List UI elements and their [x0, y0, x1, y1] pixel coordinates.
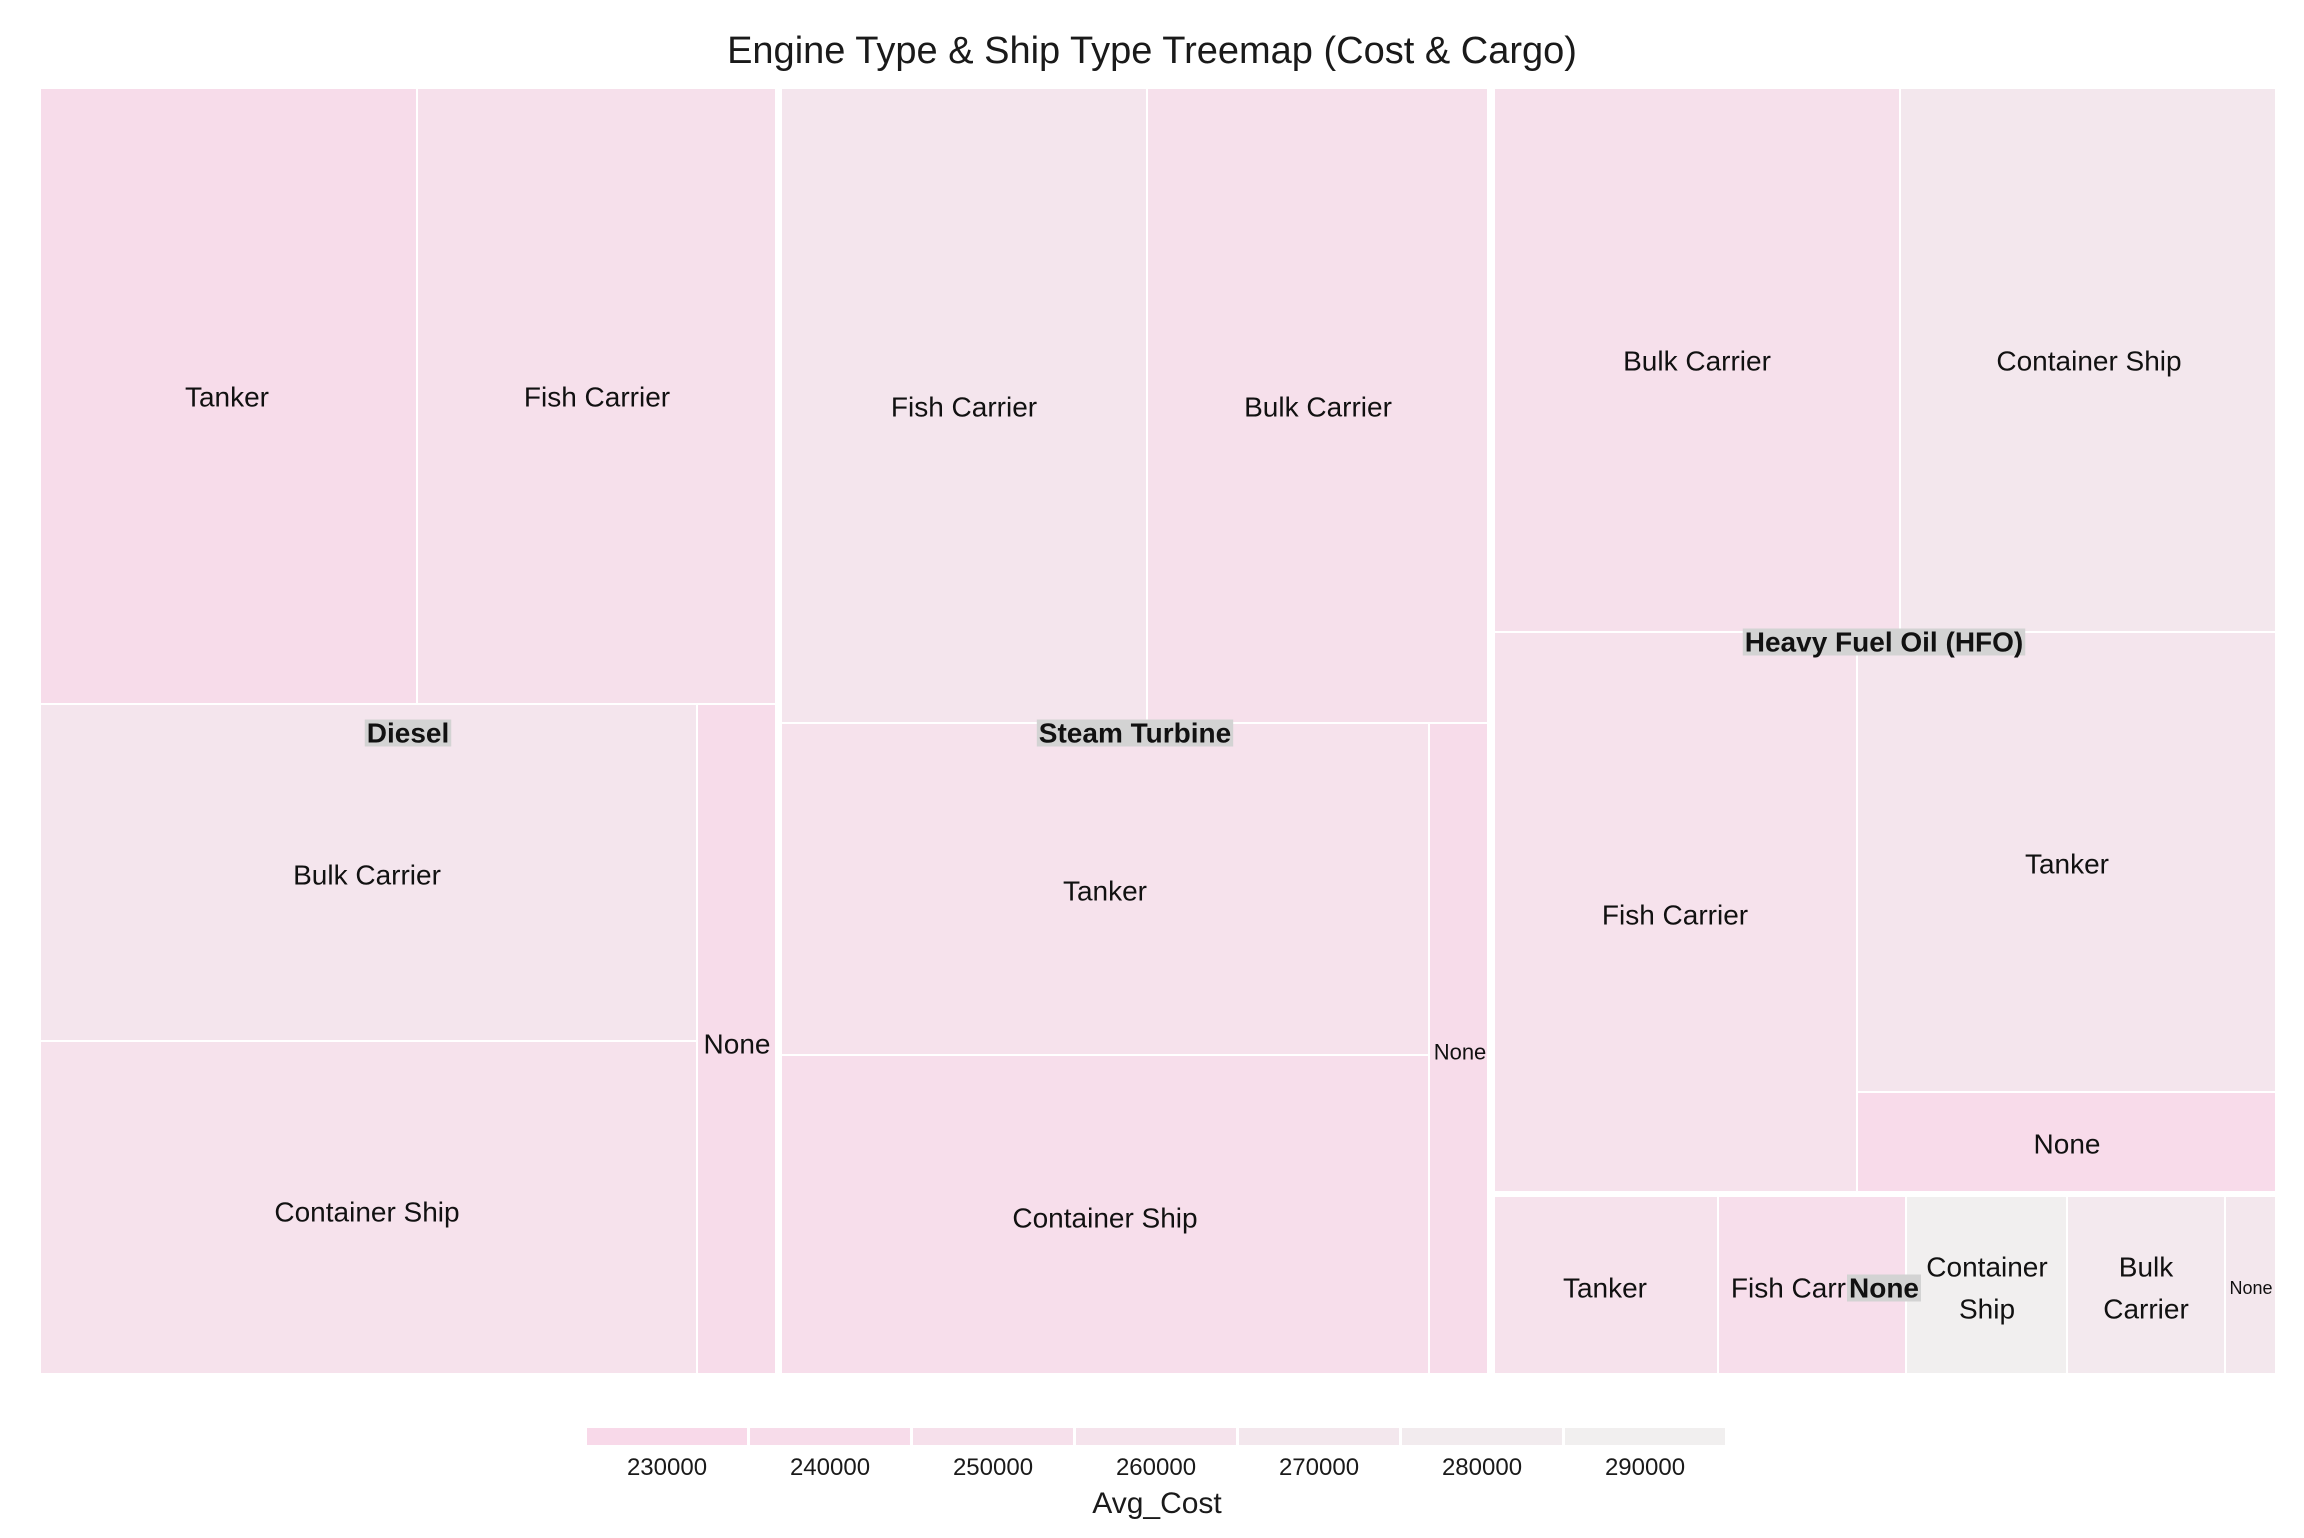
- legend-tick-label: 280000: [1441, 1454, 1523, 1481]
- legend-swatch: [587, 1428, 747, 1445]
- group-steam-turbine: Fish Carrier Bulk Carrier Tanker Container …: [780, 87, 1489, 1375]
- tile-label-none-container-ship: Container: [1926, 1252, 2047, 1283]
- legend-title: Avg_Cost: [1092, 1487, 1222, 1520]
- tile-heavy-fuel-oil-hfo-tanker: [1856, 631, 2277, 1093]
- legend-swatch: [750, 1428, 910, 1445]
- tile-label-heavy-fuel-oil-hfo-container-ship: Container Ship: [1996, 346, 2181, 377]
- tile-diesel-none: [696, 703, 778, 1375]
- tile-steam-turbine-tanker: [780, 722, 1430, 1056]
- legend-swatch: [1076, 1428, 1236, 1445]
- group-label-background: [1036, 719, 1234, 747]
- tile-label-none-container-ship: Ship: [1959, 1294, 2015, 1325]
- tile-label-diesel-fish-carrier: Fish Carrier: [524, 382, 670, 413]
- tile-label-none-none: None: [2229, 1278, 2272, 1298]
- tile-heavy-fuel-oil-hfo-fish-carrier: [1493, 631, 1858, 1194]
- tile-label-diesel-bulk-carrier: Bulk Carrier: [293, 860, 441, 891]
- tile-diesel-container-ship: [39, 1040, 698, 1375]
- tile-label-heavy-fuel-oil-hfo-bulk-carrier: Bulk Carrier: [1623, 346, 1771, 377]
- group-label-diesel: Diesel: [367, 718, 450, 749]
- tile-label-steam-turbine-container-ship: Container Ship: [1012, 1203, 1197, 1234]
- tile-label-heavy-fuel-oil-hfo-fish-carrier: Fish Carrier: [1602, 900, 1748, 931]
- legend-swatch: [1402, 1428, 1562, 1445]
- legend-tick-label: 270000: [1278, 1454, 1360, 1481]
- tile-label-none-tanker: Tanker: [1563, 1273, 1647, 1304]
- legend-swatch: [1239, 1428, 1399, 1445]
- tile-label-heavy-fuel-oil-hfo-tanker: Tanker: [2025, 849, 2109, 880]
- tile-heavy-fuel-oil-hfo-container-ship: [1899, 87, 2277, 633]
- legend-tick-label: 240000: [789, 1454, 871, 1481]
- tile-label-none-bulk-carrier: Carrier: [2103, 1294, 2189, 1325]
- legend-tick-label: 230000: [626, 1454, 708, 1481]
- legend-swatch: [913, 1428, 1073, 1445]
- tile-steam-turbine-fish-carrier: [780, 87, 1148, 724]
- tile-none-container-ship: [1905, 1195, 2068, 1375]
- tile-label-diesel-none: None: [704, 1029, 771, 1060]
- group-label-background: [364, 719, 452, 747]
- chart-title: Engine Type & Ship Type Treemap (Cost & …: [727, 30, 1577, 72]
- group-label-heavy-fuel-oil-hfo: Heavy Fuel Oil (HFO): [1745, 627, 2024, 658]
- tile-label-steam-turbine-fish-carrier: Fish Carrier: [891, 392, 1037, 423]
- tile-label-steam-turbine-bulk-carrier: Bulk Carrier: [1244, 392, 1392, 423]
- tile-label-steam-turbine-none: None: [1434, 1040, 1487, 1065]
- tile-heavy-fuel-oil-hfo-bulk-carrier: [1493, 87, 1901, 633]
- legend-tick-label: 250000: [952, 1454, 1034, 1481]
- tile-diesel-tanker: [39, 87, 418, 705]
- tile-none-tanker: [1493, 1195, 1719, 1375]
- tile-label-heavy-fuel-oil-hfo-none: None: [2034, 1129, 2101, 1160]
- tile-heavy-fuel-oil-hfo-none: [1856, 1091, 2277, 1194]
- group-label-background: [1742, 628, 2026, 656]
- legend: Avg_Cost 230000 240000 250000 260000 270000 2…: [587, 1428, 1727, 1538]
- group-heavy-fuel-oil-hfo: Bulk Carrier Container Ship Fish Carrier Ta…: [1493, 87, 2277, 1194]
- tile-label-diesel-container-ship: Container Ship: [274, 1197, 459, 1228]
- group-diesel: Tanker Fish Carrier Bulk Carrier Container …: [39, 87, 778, 1375]
- tile-label-steam-turbine-tanker: Tanker: [1063, 876, 1147, 907]
- group-label-steam-turbine: Steam Turbine: [1039, 718, 1231, 749]
- group-label-background: [1847, 1274, 1921, 1302]
- tile-steam-turbine-container-ship: [780, 1054, 1430, 1375]
- legend-tick-label: 290000: [1604, 1454, 1686, 1481]
- group-none: Tanker Fish CarrierContainerShipBulkCarri…: [1493, 1195, 2277, 1375]
- tile-none-none: [2224, 1195, 2277, 1375]
- legend-tick-label: 260000: [1115, 1454, 1197, 1481]
- legend-swatch: [1565, 1428, 1725, 1445]
- tile-label-diesel-tanker: Tanker: [185, 382, 269, 413]
- group-label-none: None: [1849, 1273, 1919, 1304]
- tile-none-bulk-carrier: [2066, 1195, 2226, 1375]
- tile-label-none-bulk-carrier: Bulk: [2119, 1252, 2174, 1283]
